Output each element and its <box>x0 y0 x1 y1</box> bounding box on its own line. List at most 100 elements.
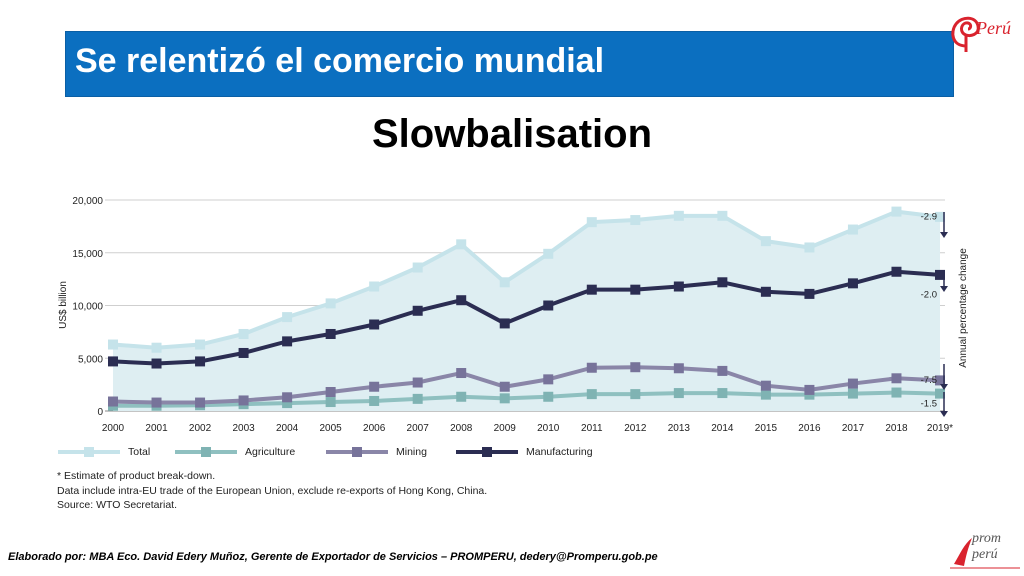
x-tick-label: 2004 <box>276 423 299 434</box>
legend-total: Total <box>58 446 150 458</box>
x-tick-label: 2005 <box>320 423 343 434</box>
x-tick-label: 2017 <box>842 423 865 434</box>
data-point-agriculture <box>282 398 293 409</box>
annotation-label: -7.5 <box>921 375 937 386</box>
data-point-mining <box>760 380 771 391</box>
data-point-total <box>847 224 858 235</box>
data-point-manufacturing <box>673 281 684 292</box>
data-point-total <box>543 248 554 259</box>
data-point-mining <box>804 384 815 395</box>
annotation-arrowhead <box>940 286 948 292</box>
x-tick-label: 2016 <box>798 423 821 434</box>
data-point-total <box>804 242 815 253</box>
data-point-manufacturing <box>282 336 293 347</box>
x-tick-label: 2000 <box>102 423 125 434</box>
slide-footer: Elaborado por: MBA Eco. David Edery Muño… <box>8 551 658 563</box>
data-point-agriculture <box>717 388 728 399</box>
data-point-agriculture <box>630 389 641 400</box>
chart-note-1: * Estimate of product break-down. <box>57 470 216 482</box>
x-tick-label: 2010 <box>537 423 560 434</box>
series-line-agriculture <box>113 390 941 408</box>
legend-manufacturing: Manufacturing <box>456 446 593 458</box>
promperu-logo-icon: prom perú <box>950 531 1020 569</box>
x-tick-label: 2007 <box>407 423 430 434</box>
data-point-manufacturing <box>760 286 771 297</box>
data-point-agriculture <box>543 391 554 402</box>
data-point-agriculture <box>760 389 771 400</box>
data-point-manufacturing <box>369 319 380 330</box>
data-point-mining <box>891 373 902 384</box>
x-tick-label: 2015 <box>755 423 778 434</box>
x-tick-label: 2013 <box>668 423 691 434</box>
data-point-agriculture <box>499 393 510 404</box>
peru-logo: Perú <box>946 8 1016 52</box>
data-point-manufacturing <box>935 269 945 280</box>
data-point-manufacturing <box>195 356 206 367</box>
data-point-mining <box>195 397 206 408</box>
x-tick-label: 2009 <box>494 423 517 434</box>
legend-label-manufacturing: Manufacturing <box>526 446 593 458</box>
x-tick-label: 2008 <box>450 423 473 434</box>
data-point-manufacturing <box>325 328 336 339</box>
data-point-total <box>108 339 118 350</box>
data-point-manufacturing <box>151 358 162 369</box>
y-tick-label: 5,000 <box>78 354 103 365</box>
peru-logo-text: Perú <box>975 18 1011 38</box>
data-point-mining <box>325 387 336 398</box>
annotation-label: -2.9 <box>921 212 937 223</box>
chart-note-3: Source: WTO Secretariat. <box>57 499 178 511</box>
total-area <box>113 211 940 411</box>
data-point-mining <box>456 368 467 379</box>
data-point-manufacturing <box>412 305 423 316</box>
slide-subtitle: Slowbalisation <box>371 112 653 156</box>
data-point-mining <box>630 362 641 373</box>
data-point-agriculture <box>847 388 858 399</box>
series-line-mining <box>112 365 941 405</box>
data-point-total <box>238 328 249 339</box>
data-point-manufacturing <box>630 284 641 295</box>
x-tick-label: 2001 <box>145 423 168 434</box>
data-point-total <box>325 298 336 309</box>
data-point-manufacturing <box>499 318 510 329</box>
annotation-label: -2.0 <box>921 290 937 301</box>
data-point-agriculture <box>456 391 467 402</box>
data-point-mining <box>499 381 510 392</box>
peru-logo-icon: Perú <box>951 16 1011 52</box>
data-point-total <box>717 210 728 221</box>
data-point-manufacturing <box>543 300 554 311</box>
data-point-agriculture <box>891 387 902 398</box>
y-tick-label: 0 <box>97 407 103 418</box>
right-axis-label: Annual percentage change <box>958 248 969 368</box>
data-point-manufacturing <box>108 356 118 367</box>
data-point-total <box>195 339 206 350</box>
data-point-mining <box>369 381 380 392</box>
data-point-total <box>369 281 380 292</box>
title-bar: Se relentizó el comercio mundial <box>65 31 954 97</box>
promperu-logo-text-1: prom <box>971 531 1001 546</box>
y-axis-label: US$ billion <box>58 281 69 329</box>
data-point-agriculture <box>935 388 945 399</box>
y-tick-label: 20,000 <box>72 196 103 207</box>
x-tick-label: 2018 <box>885 423 908 434</box>
data-point-mining <box>282 392 293 403</box>
data-point-total <box>760 236 771 247</box>
data-point-mining <box>543 374 554 385</box>
data-point-agriculture <box>325 397 336 408</box>
x-tick-label: 2003 <box>232 423 255 434</box>
data-point-manufacturing <box>847 278 858 289</box>
annotation-arrowhead <box>940 411 948 417</box>
data-point-mining <box>151 397 162 408</box>
data-point-total <box>499 277 510 288</box>
x-tick-label: 2014 <box>711 423 734 434</box>
data-point-total <box>673 210 684 221</box>
slide-title: Se relentizó el comercio mundial <box>75 42 605 80</box>
y-tick-label: 10,000 <box>72 302 103 313</box>
promperu-logo: prom perú <box>950 524 1020 570</box>
x-tick-label: 2019* <box>927 423 953 434</box>
data-point-manufacturing <box>238 347 249 358</box>
data-point-mining <box>935 375 945 386</box>
data-point-mining <box>673 363 684 374</box>
data-point-manufacturing <box>804 288 815 299</box>
data-point-agriculture <box>673 388 684 399</box>
legend-label-total: Total <box>128 446 151 458</box>
